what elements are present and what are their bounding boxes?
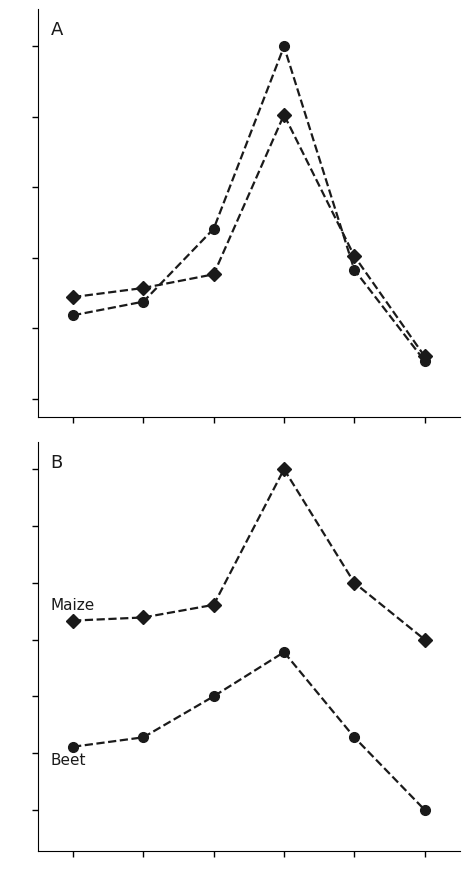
Text: A: A [51, 21, 63, 39]
Text: Maize: Maize [51, 598, 95, 613]
Text: Beet: Beet [51, 753, 86, 768]
Text: B: B [51, 454, 63, 472]
